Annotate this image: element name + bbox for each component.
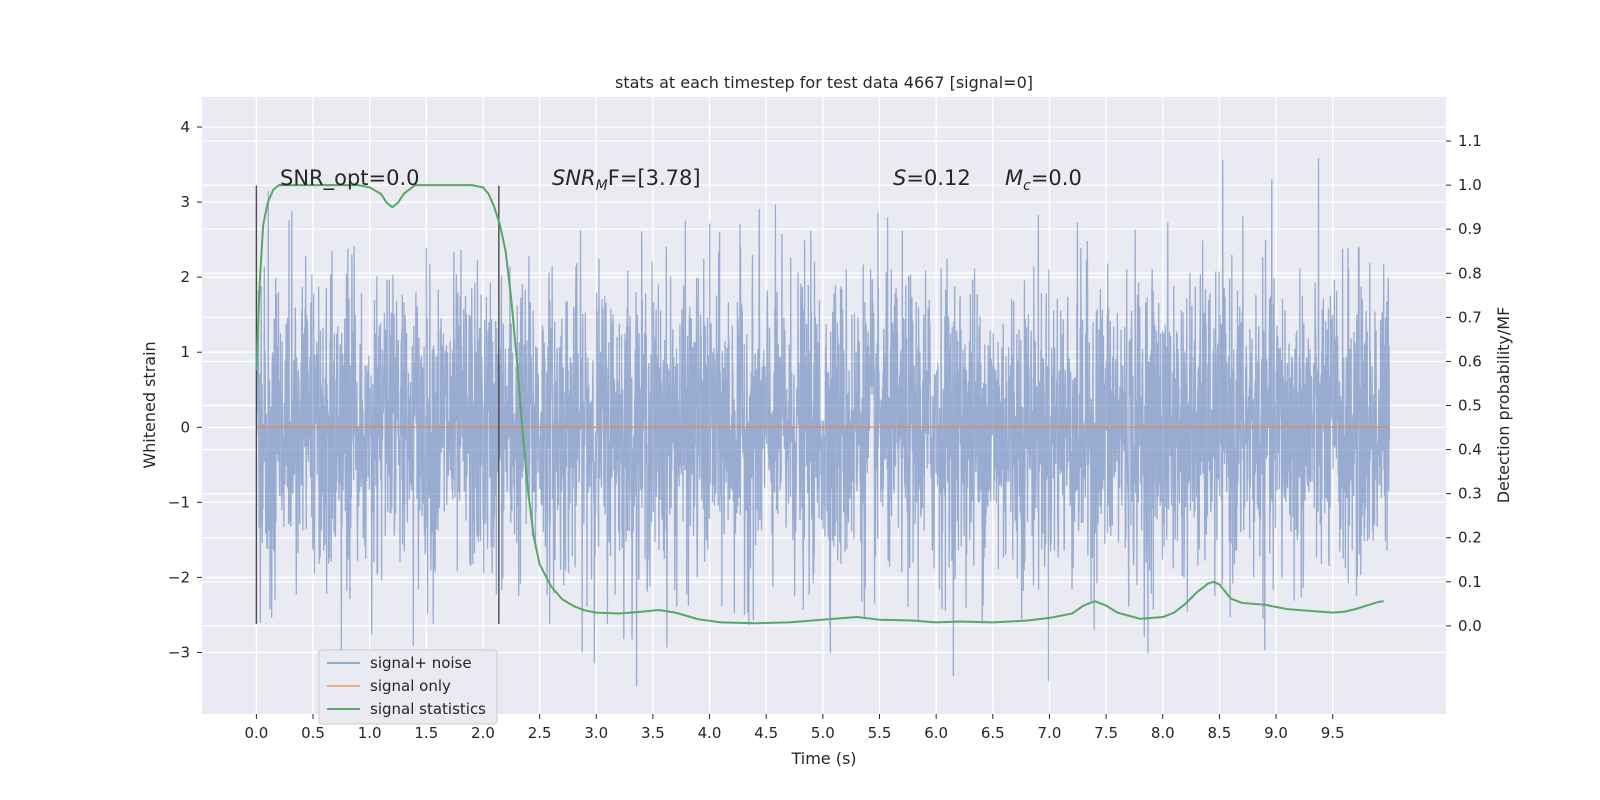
x-tick-label-12: 6.0 [924,724,948,742]
x-tick-label-14: 7.0 [1038,724,1062,742]
series-signal-noise [255,158,1390,687]
x-tick-label-0: 0.0 [244,724,268,742]
y2-tick-label-5: 0.5 [1458,397,1482,415]
snr-mf-label: SNR [552,166,596,190]
x-tick-label-19: 9.5 [1321,724,1345,742]
annotation-snr-mf: SNRMF=[3.78] [552,166,701,194]
mc-subscript: c [1023,178,1031,194]
mc-label: M [1005,166,1023,190]
statistics-line [255,184,1384,625]
y2-tick-label-11: 1.1 [1458,132,1482,150]
mc-value: =0.0 [1031,166,1082,190]
legend-label-stats: signal statistics [370,700,486,718]
x-tick-label-5: 2.5 [528,724,552,742]
x-tick-labels: 0.0 0.5 1.0 1.5 2.0 2.5 3.0 3.5 4.0 4.5 5.0 5.5 6.0 6… [244,714,1345,742]
y-tick-label-3: 0 [180,418,190,436]
x-tick-label-3: 1.5 [414,724,438,742]
y-tick-label-5: 2 [180,268,190,286]
y-tick-label-4: 1 [180,343,190,361]
y2-tick-label-7: 0.7 [1458,308,1482,326]
x-tick-label-17: 8.5 [1207,724,1231,742]
y-tick-label-6: 3 [180,193,190,211]
legend: signal+ noise signal only signal statist… [318,649,498,725]
x-tick-label-15: 7.5 [1094,724,1118,742]
x-tick-label-8: 4.0 [698,724,722,742]
s-value: =0.12 [906,166,970,190]
y-tick-label-1: −2 [168,568,190,586]
y-axis-label: Whitened strain [140,341,159,468]
chart-title: stats at each timestep for test data 466… [615,73,1033,92]
y2-tick-label-0: 0.0 [1458,617,1482,635]
y2-tick-label-1: 0.1 [1458,573,1482,591]
y2-tick-label-4: 0.4 [1458,441,1482,459]
x-tick-label-7: 3.5 [641,724,665,742]
legend-label-signal: signal only [370,677,451,695]
x-tick-label-16: 8.0 [1151,724,1175,742]
y2-tick-label-2: 0.2 [1458,529,1482,547]
series-signal-statistics [255,184,1384,625]
snr-mf-subscript: M [596,178,608,194]
y2-tick-label-8: 0.8 [1458,264,1482,282]
x-tick-label-9: 4.5 [754,724,778,742]
annotation-s: S=0.12 [893,166,971,190]
y-tick-label-7: 4 [180,118,190,136]
y2-tick-labels: 0.0 0.1 0.2 0.3 0.4 0.5 0.6 0.7 0.8 0.9 1.0 1.1 [1446,132,1482,635]
x-tick-label-11: 5.5 [868,724,892,742]
y2-tick-label-10: 1.0 [1458,176,1482,194]
grid-right-axis [202,140,1446,627]
annotation-snr-opt: SNR_opt=0.0 [280,166,420,191]
x-axis-label: Time (s) [790,749,856,768]
legend-box [318,649,498,725]
y-tick-label-0: −3 [168,643,190,661]
x-tick-label-10: 5.0 [811,724,835,742]
x-tick-label-4: 2.0 [471,724,495,742]
snr-mf-value: F=[3.78] [608,166,701,190]
annotation-mc: Mc=0.0 [1005,166,1082,194]
noise-line [255,158,1390,687]
s-label: S [893,166,906,190]
x-tick-label-6: 3.0 [584,724,608,742]
x-tick-label-1: 0.5 [301,724,325,742]
y2-tick-label-9: 0.9 [1458,220,1482,238]
legend-label-noise: signal+ noise [370,654,472,672]
x-tick-label-2: 1.0 [358,724,382,742]
y2-tick-label-6: 0.6 [1458,352,1482,370]
y-tick-label-2: −1 [168,493,190,511]
y2-axis-label: Detection probability/MF [1494,307,1513,504]
y2-tick-label-3: 0.3 [1458,485,1482,503]
x-tick-label-18: 9.0 [1264,724,1288,742]
x-tick-label-13: 6.5 [981,724,1005,742]
y-tick-labels: −3 −2 −1 0 1 2 3 4 [168,118,202,661]
vertical-markers [255,185,500,624]
